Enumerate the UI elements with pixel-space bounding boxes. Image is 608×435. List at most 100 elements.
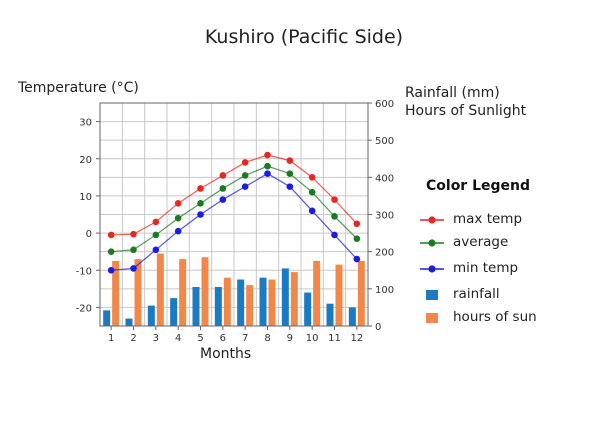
legend-item-min-temp: min temp xyxy=(420,258,518,278)
point-min-temp xyxy=(264,170,271,177)
bar-hours-of-sun xyxy=(201,257,209,326)
x-tick-label: 6 xyxy=(220,333,226,344)
bar-rainfall xyxy=(281,268,289,326)
legend-label-max-temp: max temp xyxy=(453,211,523,227)
point-min-temp xyxy=(174,227,182,235)
bar-rainfall xyxy=(125,318,133,326)
bar-rainfall xyxy=(348,307,356,326)
right-tick-label: 300 xyxy=(375,211,394,222)
left-tick-label: 0 xyxy=(86,229,92,240)
right-axis-title-sunlight: Hours of Sunlight xyxy=(405,103,527,119)
point-max-temp xyxy=(286,157,294,164)
legend-swatch-rainfall xyxy=(420,287,444,301)
right-tick-label: 0 xyxy=(375,322,381,333)
left-axis-title: Temperature (°C) xyxy=(18,80,139,96)
bar-hours-of-sun xyxy=(357,260,365,326)
chart-title: Kushiro (Pacific Side) xyxy=(204,26,404,48)
bar-rainfall xyxy=(170,298,178,326)
point-average xyxy=(130,246,137,254)
x-tick-label: 11 xyxy=(328,333,341,344)
bar-rainfall xyxy=(304,292,312,326)
point-average xyxy=(241,172,249,179)
point-max-temp xyxy=(353,220,361,228)
point-max-temp xyxy=(264,151,271,159)
bar-hours-of-sun xyxy=(313,260,321,326)
bar-hours-of-sun xyxy=(156,253,164,326)
legend-item-rainfall: rainfall xyxy=(420,284,500,304)
left-tick-label: -10 xyxy=(76,266,92,277)
point-average xyxy=(308,188,316,196)
x-tick-label: 12 xyxy=(350,333,363,344)
point-min-temp xyxy=(107,266,115,274)
bar-rainfall xyxy=(192,286,200,326)
x-tick-label: 1 xyxy=(108,333,114,344)
left-tick-label: 30 xyxy=(79,118,92,129)
right-tick-label: 600 xyxy=(375,99,394,110)
legend-item-hours-of-sun: hours of sun xyxy=(420,307,537,327)
left-tick-label: 10 xyxy=(79,192,92,203)
point-min-temp xyxy=(130,265,137,272)
point-max-temp xyxy=(241,159,249,166)
x-tick-label: 8 xyxy=(264,333,270,344)
legend-label-min-temp: min temp xyxy=(453,260,519,276)
point-max-temp xyxy=(152,218,160,226)
legend-item-max-temp: max temp xyxy=(420,209,522,229)
point-average xyxy=(331,213,338,220)
point-average xyxy=(264,162,271,170)
bar-rainfall xyxy=(326,303,334,326)
legend-label-hours-of-sun: hours of sun xyxy=(453,309,537,325)
point-average xyxy=(286,170,294,177)
line-average xyxy=(111,165,358,253)
bar-rainfall xyxy=(147,305,155,326)
point-min-temp xyxy=(331,231,338,239)
point-max-temp xyxy=(308,174,316,181)
point-average xyxy=(107,248,115,255)
point-max-temp xyxy=(174,200,182,207)
point-average xyxy=(219,185,227,192)
x-tick-label: 3 xyxy=(153,333,159,344)
legend-label-average: average xyxy=(453,234,509,250)
right-tick-label: 400 xyxy=(375,173,394,184)
point-min-temp xyxy=(286,183,294,190)
bar-rainfall xyxy=(259,277,267,326)
legend-title: Color Legend xyxy=(426,178,531,194)
point-max-temp xyxy=(130,230,137,238)
point-max-temp xyxy=(219,172,227,179)
point-average xyxy=(152,231,160,239)
point-min-temp xyxy=(241,183,249,190)
x-tick-label: 4 xyxy=(175,333,181,344)
legend-swatch-max-temp xyxy=(420,212,444,226)
line-max-temp xyxy=(111,154,358,236)
x-axis-title: Months xyxy=(200,346,252,362)
legend-item-average: average xyxy=(420,232,508,252)
bar-rainfall xyxy=(103,310,111,326)
bar-hours-of-sun xyxy=(268,279,276,326)
legend-swatch-min-temp xyxy=(420,261,444,275)
left-tick-label: 20 xyxy=(79,155,92,166)
point-max-temp xyxy=(197,185,204,192)
point-min-temp xyxy=(152,246,160,254)
bar-hours-of-sun xyxy=(335,264,343,326)
x-tick-label: 2 xyxy=(130,333,136,344)
x-tick-label: 9 xyxy=(287,333,293,344)
right-tick-label: 200 xyxy=(375,248,394,259)
left-tick-label: -20 xyxy=(76,303,92,314)
bar-hours-of-sun xyxy=(290,272,298,326)
bar-rainfall xyxy=(214,286,222,326)
bar-hours-of-sun xyxy=(134,259,142,326)
point-max-temp xyxy=(331,196,338,203)
right-tick-label: 100 xyxy=(375,285,394,296)
line-min-temp xyxy=(111,172,358,271)
bar-hours-of-sun xyxy=(223,277,231,326)
bar-hours-of-sun xyxy=(179,259,187,326)
point-max-temp xyxy=(107,231,115,239)
x-tick-label: 5 xyxy=(197,333,203,344)
point-min-temp xyxy=(353,255,361,263)
legend-label-rainfall: rainfall xyxy=(453,286,500,302)
legend-swatch-hours-of-sun xyxy=(420,310,444,324)
bar-rainfall xyxy=(237,279,245,326)
legend-swatch-average xyxy=(420,235,444,249)
bar-hours-of-sun xyxy=(246,285,254,326)
point-min-temp xyxy=(219,196,227,203)
